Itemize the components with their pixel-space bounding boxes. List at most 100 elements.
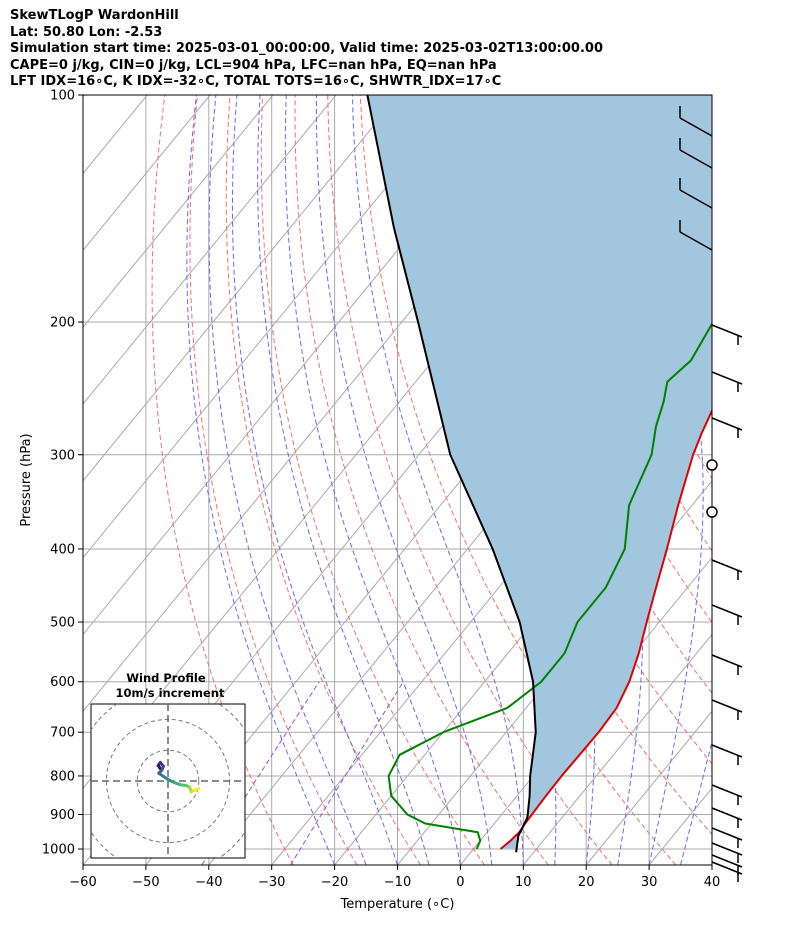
wind-barb (711, 417, 743, 438)
y-tick-label: 200 (50, 315, 75, 330)
barb-shaft (711, 699, 743, 713)
wind-barb (711, 744, 743, 765)
hodograph-segment (192, 787, 201, 792)
barb-shaft (711, 604, 743, 618)
dry-adiabat (719, 95, 794, 865)
wind-barb (679, 138, 713, 169)
hodograph-clip-group (91, 704, 245, 858)
barb-shaft (711, 744, 743, 758)
y-tick-label: 600 (50, 675, 75, 690)
x-tick-label: −10 (384, 875, 411, 890)
dry-adiabat (225, 95, 422, 865)
y-axis-label: Pressure (hPa) (19, 433, 34, 526)
hodograph-subtitle: 10m/s increment (116, 686, 225, 700)
barb-shaft (711, 654, 743, 668)
chart-header: SkewTLogP WardonHill Lat: 50.80 Lon: -2.… (10, 8, 790, 91)
x-tick-label: 30 (641, 875, 658, 890)
wind-barbs (679, 106, 743, 882)
plot-area (83, 95, 794, 865)
chart-title: SkewTLogP WardonHill (10, 8, 179, 23)
barb-shaft (711, 827, 743, 841)
x-tick-label: −20 (321, 875, 348, 890)
mixing-ratio-line (290, 681, 404, 865)
dry-adiabat (151, 95, 294, 865)
wind-barb (711, 604, 743, 625)
x-tick-label: −60 (69, 875, 96, 890)
isotherm-line (585, 710, 712, 865)
barb-shaft (711, 371, 743, 385)
y-tick-label: 100 (50, 89, 75, 104)
calm-wind-circle (706, 506, 718, 518)
cape-label: CAPE=0 j/kg, CIN=0 j/kg, LCL=904 hPa, LF… (10, 57, 497, 73)
parcel-line (366, 95, 537, 853)
barb-shaft (679, 231, 713, 251)
wind-barb (679, 178, 713, 209)
location-label: Lat: 50.80 Lon: -2.53 (10, 24, 163, 40)
dewpoint-line (387, 321, 712, 850)
dry-adiabat (784, 95, 794, 865)
barb-shaft (711, 417, 743, 431)
x-tick-label: 20 (578, 875, 595, 890)
wind-barb (711, 842, 743, 863)
dry-adiabat (751, 95, 794, 865)
dry-adiabat (294, 95, 549, 865)
isotherm-line (522, 633, 712, 865)
isotherm-line (83, 95, 337, 405)
x-tick-label: −30 (258, 875, 285, 890)
hodograph-title: Wind Profile (126, 671, 206, 685)
x-axis-label: Temperature (∘C) (340, 897, 455, 912)
wind-barb (679, 106, 713, 137)
barb-shaft (711, 807, 743, 821)
calm-wind-circle (706, 459, 718, 471)
wind-barb (711, 861, 743, 882)
plot-clip-group (83, 95, 794, 865)
x-tick-label: 40 (704, 875, 721, 890)
isotherm-line (397, 480, 712, 865)
moist-adiabat (351, 95, 524, 865)
x-tick-label: 0 (456, 875, 464, 890)
barb-shaft (711, 324, 743, 338)
wind-barb (711, 807, 743, 828)
y-tick-label: 900 (50, 808, 75, 823)
wind-barb (711, 324, 743, 345)
barb-shaft (711, 854, 743, 868)
wind-barb (711, 654, 743, 675)
dry-adiabat (327, 95, 613, 865)
isotherm-line (83, 95, 400, 482)
y-tick-label: 800 (50, 769, 75, 784)
isotherm-line (83, 95, 463, 559)
barb-shaft (711, 842, 743, 856)
isotherm-line (83, 95, 274, 328)
x-tick-label: −40 (195, 875, 222, 890)
y-tick-label: 300 (50, 448, 75, 463)
barb-shaft (711, 861, 743, 875)
time-label: Simulation start time: 2025-03-01_00:00:… (10, 41, 603, 56)
moist-adiabat (186, 95, 336, 865)
wind-barb (711, 371, 743, 392)
wind-barb (711, 699, 743, 720)
barb-shaft (679, 149, 713, 169)
barb-shaft (679, 117, 713, 137)
moist-adiabat (231, 95, 398, 865)
dry-adiabat (189, 95, 358, 865)
isotherm-line (83, 95, 85, 98)
wind-barb (711, 559, 743, 580)
isotherm-line (83, 95, 211, 252)
axes: −60 −50 −40 −30 −20 −10 0 10 20 30 40 1000 900 800 700… (19, 89, 720, 913)
barb-shaft (711, 559, 743, 573)
index-label: LFT IDX=16∘C, K IDX=-32∘C, TOTAL TOTS=16… (10, 74, 502, 89)
y-tick-label: 400 (50, 542, 75, 557)
y-tick-label: 700 (50, 726, 75, 741)
moist-adiabat (257, 95, 430, 865)
barb-shaft (711, 784, 743, 798)
moist-adiabat (284, 95, 461, 865)
y-tick-label: 1000 (42, 843, 75, 858)
hodograph-ring (136, 749, 200, 813)
wind-barb (679, 220, 713, 251)
moist-adiabat (208, 95, 367, 865)
y-tick-label: 500 (50, 616, 75, 631)
barb-shaft (679, 189, 713, 209)
wind-barb (711, 784, 743, 805)
